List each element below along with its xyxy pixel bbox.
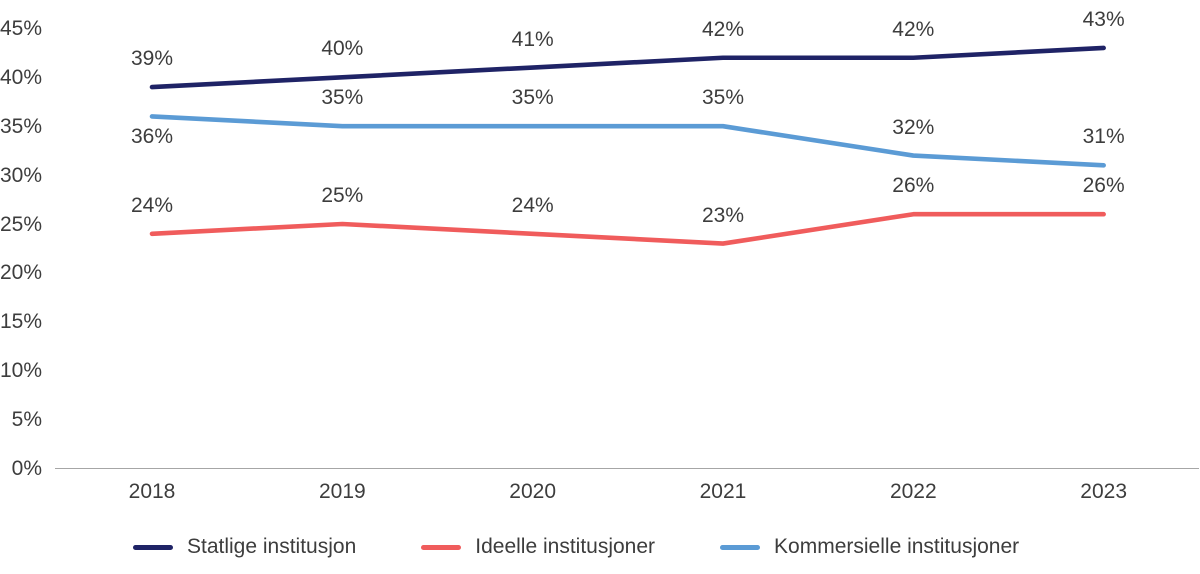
data-label: 31% xyxy=(1082,125,1125,149)
y-tick-label: 5% xyxy=(11,408,42,432)
series-line-kommersielle xyxy=(149,114,1106,168)
y-tick-label: 0% xyxy=(11,457,42,480)
legend-swatch-kommersielle xyxy=(720,544,761,550)
data-label: 42% xyxy=(701,17,744,41)
legend-label-ideelle: Ideelle institusjoner xyxy=(475,535,656,558)
data-label: 35% xyxy=(321,86,364,110)
y-tick-label: 30% xyxy=(0,163,43,187)
x-tick-label: 2019 xyxy=(318,480,366,503)
data-label: 36% xyxy=(130,125,174,149)
data-label: 41% xyxy=(511,27,554,51)
x-tick-label: 2021 xyxy=(699,480,747,503)
x-tick-label: 2023 xyxy=(1080,480,1127,503)
x-tick-label: 2020 xyxy=(509,480,557,503)
legend-item-kommersielle: Kommersielle institusjoner xyxy=(720,535,1019,559)
x-tick-label: 2022 xyxy=(889,480,937,503)
series-line-statlige xyxy=(149,45,1106,90)
legend-item-ideelle: Ideelle institusjoner xyxy=(421,535,655,559)
data-label: 26% xyxy=(892,174,935,198)
data-label: 24% xyxy=(130,193,174,217)
y-tick-label: 40% xyxy=(0,65,43,89)
data-label: 42% xyxy=(892,17,935,41)
x-tick-label: 2018 xyxy=(128,480,176,503)
data-label: 26% xyxy=(1082,174,1125,198)
legend-swatch-statlige xyxy=(133,544,173,550)
chart-legend: Statlige institusjon Ideelle institusjon… xyxy=(133,534,1019,560)
data-label: 39% xyxy=(130,47,174,71)
legend-swatch-ideelle xyxy=(421,544,462,550)
legend-label-statlige: Statlige institusjon xyxy=(187,535,357,558)
y-tick-label: 20% xyxy=(0,261,43,285)
data-label: 24% xyxy=(511,193,554,217)
data-label: 35% xyxy=(511,86,554,110)
data-label: 43% xyxy=(1082,7,1125,31)
data-label: 40% xyxy=(321,37,364,61)
y-tick-label: 10% xyxy=(0,359,43,383)
legend-label-kommersielle: Kommersielle institusjoner xyxy=(774,535,1020,558)
y-tick-label: 15% xyxy=(0,310,43,334)
data-label: 23% xyxy=(701,203,744,227)
data-label: 25% xyxy=(321,184,364,207)
series-line-ideelle xyxy=(149,211,1106,246)
legend-item-statlige: Statlige institusjon xyxy=(133,535,356,559)
y-tick-label: 45% xyxy=(0,16,43,40)
y-tick-label: 25% xyxy=(0,212,43,236)
data-label: 35% xyxy=(701,86,744,110)
data-label: 32% xyxy=(892,115,935,139)
y-tick-label: 35% xyxy=(0,114,43,138)
